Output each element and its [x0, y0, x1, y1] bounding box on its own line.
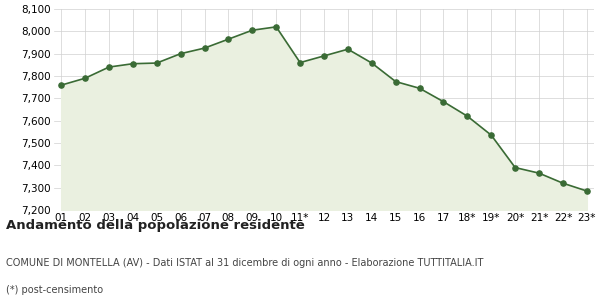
- Text: (*) post-censimento: (*) post-censimento: [6, 285, 103, 295]
- Point: [487, 133, 496, 138]
- Text: COMUNE DI MONTELLA (AV) - Dati ISTAT al 31 dicembre di ogni anno - Elaborazione : COMUNE DI MONTELLA (AV) - Dati ISTAT al …: [6, 258, 484, 268]
- Point: [367, 61, 377, 65]
- Point: [511, 165, 520, 170]
- Point: [439, 99, 448, 104]
- Point: [534, 171, 544, 176]
- Point: [248, 28, 257, 33]
- Point: [343, 47, 353, 52]
- Point: [415, 86, 424, 91]
- Point: [176, 51, 185, 56]
- Point: [295, 60, 305, 65]
- Point: [104, 65, 114, 70]
- Point: [152, 61, 161, 65]
- Point: [558, 181, 568, 186]
- Point: [80, 76, 90, 81]
- Point: [319, 53, 329, 58]
- Point: [582, 189, 592, 194]
- Point: [200, 46, 209, 50]
- Point: [391, 79, 400, 84]
- Point: [56, 83, 66, 88]
- Point: [271, 25, 281, 29]
- Point: [463, 114, 472, 118]
- Text: Andamento della popolazione residente: Andamento della popolazione residente: [6, 219, 305, 232]
- Point: [128, 61, 137, 66]
- Point: [224, 37, 233, 42]
